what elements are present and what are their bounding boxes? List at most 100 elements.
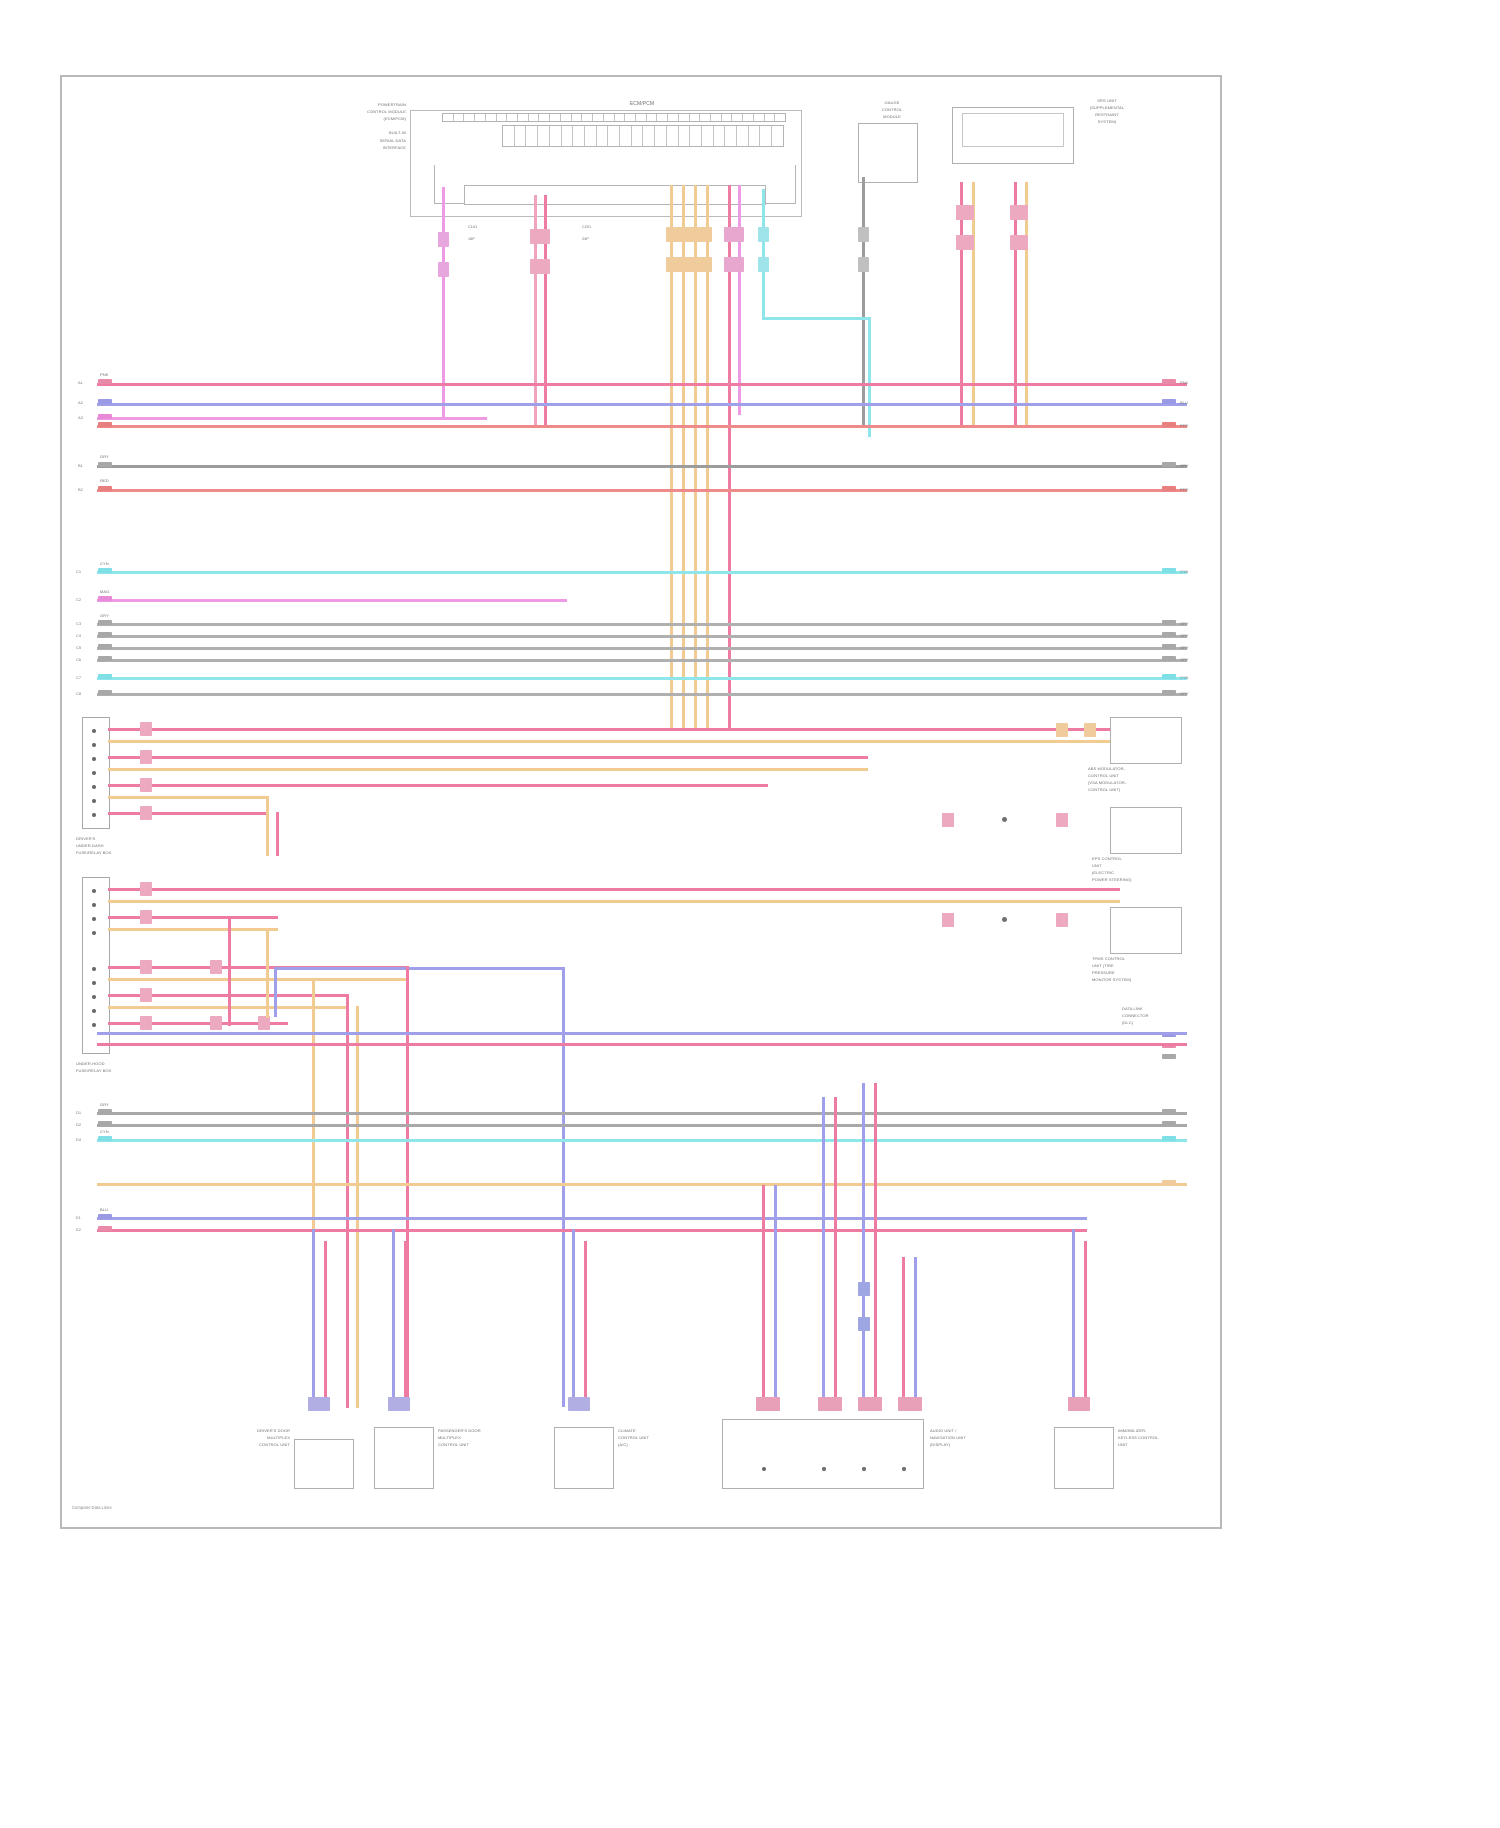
ccu-caption-3: (A/C) bbox=[618, 1442, 628, 1447]
wire-drop-magenta-1 bbox=[442, 187, 445, 417]
eps-caption-1: EPS CONTROL bbox=[1092, 856, 1122, 861]
audio-navigation-unit[interactable] bbox=[722, 1419, 924, 1489]
wire-drop-cyan-1 bbox=[762, 189, 765, 319]
right-term-d4 bbox=[1162, 1136, 1176, 1141]
gauge-control-module-box bbox=[858, 123, 918, 183]
left-pin-c2: C2 bbox=[76, 597, 82, 602]
cbu-riser-pink bbox=[276, 812, 279, 856]
abs-modulator-control-unit[interactable] bbox=[1110, 717, 1182, 764]
left-term-d2 bbox=[98, 1121, 112, 1126]
tpms-control-unit[interactable] bbox=[1110, 907, 1182, 954]
passenger-door-multiplex-unit[interactable] bbox=[374, 1427, 434, 1489]
left-term-c8 bbox=[98, 690, 112, 695]
bus-lower-pink-2 bbox=[97, 1229, 1087, 1232]
drop-blue-b1 bbox=[312, 1229, 315, 1409]
cbu-conn-2 bbox=[140, 750, 152, 764]
bottom-conn-1 bbox=[308, 1397, 330, 1411]
srs-unit-inner bbox=[962, 113, 1064, 147]
cb-lower-node-1 bbox=[92, 889, 96, 893]
abs-caption-4: CONTROL UNIT) bbox=[1088, 787, 1121, 792]
srs-label-2: (SUPPLEMENTAL bbox=[1089, 105, 1125, 110]
dlc-term-3 bbox=[1162, 1054, 1176, 1059]
cbl-conn-3 bbox=[140, 960, 152, 974]
right-pin-c1: CYN bbox=[1180, 569, 1189, 574]
drop-bundle-4 bbox=[834, 1097, 837, 1409]
right-term-d2 bbox=[1162, 1121, 1176, 1126]
left-term-d1 bbox=[98, 1109, 112, 1114]
cbu-wire-tan-2 bbox=[108, 768, 868, 771]
cb-lower-node-2 bbox=[92, 903, 96, 907]
wire-drop-tan-3 bbox=[694, 185, 697, 730]
left-wirelabel-a1: PNK bbox=[100, 372, 109, 377]
eps-splice bbox=[1002, 817, 1007, 822]
left-lowerlabel-d1: GRY bbox=[100, 1102, 109, 1107]
diagram-frame: POWERTRAIN CONTROL MODULE (ECM/PCM) BUIL… bbox=[60, 75, 1222, 1529]
drop-blue-b2 bbox=[392, 1229, 395, 1409]
ecm-label-line-6: INTERFACE bbox=[382, 145, 406, 150]
bus-gray-c8 bbox=[97, 693, 1187, 696]
tpms-caption-4: MONITOR SYSTEM) bbox=[1092, 977, 1132, 982]
drop-immobilizer-blue bbox=[1072, 1229, 1075, 1409]
anu-node-1 bbox=[762, 1467, 766, 1471]
right-pin-c3: GRY bbox=[1180, 621, 1189, 626]
diagram-footer: Computer Data Lines bbox=[72, 1505, 112, 1510]
cbl-riser-pink-3 bbox=[228, 916, 231, 1026]
wire-drop-tan-2 bbox=[682, 185, 685, 730]
wire-drop-pink-4 bbox=[960, 182, 963, 427]
connector-oval-6 bbox=[666, 257, 712, 272]
immobilizer-unit[interactable] bbox=[1054, 1427, 1114, 1489]
right-pin-a2: BLU bbox=[1180, 400, 1188, 405]
connector-oval-10 bbox=[758, 257, 769, 272]
climate-control-unit[interactable] bbox=[554, 1427, 614, 1489]
left-pin-b1: B1 bbox=[78, 463, 83, 468]
bus-lower-tan bbox=[97, 1183, 1187, 1186]
wire-drop-pink-3 bbox=[728, 185, 731, 730]
eps-control-unit[interactable] bbox=[1110, 807, 1182, 854]
anu-node-3 bbox=[862, 1467, 866, 1471]
wire-cyan-srs-down bbox=[868, 317, 871, 437]
anu-node-2 bbox=[822, 1467, 826, 1471]
cbl-riser-tan-2 bbox=[356, 1006, 359, 1408]
cbl-riser-pink-1 bbox=[346, 994, 349, 1408]
drop-pink-b1 bbox=[324, 1241, 327, 1409]
eps-conn-1 bbox=[942, 813, 954, 827]
left-pin-d1: D1 bbox=[76, 1110, 82, 1115]
right-term-tan bbox=[1162, 1180, 1176, 1185]
cbu-conn-1 bbox=[140, 722, 152, 736]
bus-lower-cyan bbox=[97, 1139, 1187, 1142]
anu-caption-3: (DISPLAY) bbox=[930, 1442, 951, 1447]
left-pin-c7: C7 bbox=[76, 675, 82, 680]
gauge-module-label-1: GAUGE bbox=[884, 100, 900, 105]
tpms-caption-2: UNIT (TIRE bbox=[1092, 963, 1114, 968]
left-term-c4 bbox=[98, 632, 112, 637]
connector-block-upper[interactable] bbox=[82, 717, 110, 829]
drop-pink-b2 bbox=[404, 1241, 407, 1409]
drop-blue-b3 bbox=[572, 1229, 575, 1409]
left-pin-c4: C4 bbox=[76, 633, 82, 638]
left-term-d4 bbox=[98, 1136, 112, 1141]
cb-lower-caption-2: FUSE/RELAY BOX bbox=[76, 1068, 112, 1073]
driver-door-multiplex-unit[interactable] bbox=[294, 1439, 354, 1489]
cbl-conn-7 bbox=[210, 1016, 222, 1030]
wire-drop-pink-5 bbox=[1014, 182, 1017, 427]
connector-oval-11 bbox=[858, 227, 869, 242]
ecm-label-line-3: (ECM/PCM) bbox=[383, 116, 406, 121]
midsplice-conn-2 bbox=[858, 1317, 870, 1331]
left-term-c2 bbox=[98, 596, 112, 601]
bottom-conn-2 bbox=[388, 1397, 410, 1411]
cbu-wire-pink-4 bbox=[108, 812, 268, 815]
cbl-wire-pink-5 bbox=[108, 1022, 288, 1025]
abs-caption-1: ABS MODULATOR- bbox=[1088, 766, 1126, 771]
bus-magenta-a3 bbox=[97, 417, 487, 420]
ecm-pin-row-bottom-inner bbox=[464, 185, 766, 205]
right-pin-c5: GRY bbox=[1180, 645, 1189, 650]
bus-lower-pink bbox=[97, 1043, 1187, 1046]
right-term-d1 bbox=[1162, 1109, 1176, 1114]
connector-oval-13 bbox=[956, 205, 974, 220]
bus-gray-b1 bbox=[97, 465, 1187, 468]
right-term-c1 bbox=[1162, 568, 1176, 573]
connector-block-lower[interactable] bbox=[82, 877, 110, 1054]
eps-caption-2: UNIT bbox=[1092, 863, 1102, 868]
right-term-c4 bbox=[1162, 632, 1176, 637]
connector-oval-12 bbox=[858, 257, 869, 272]
